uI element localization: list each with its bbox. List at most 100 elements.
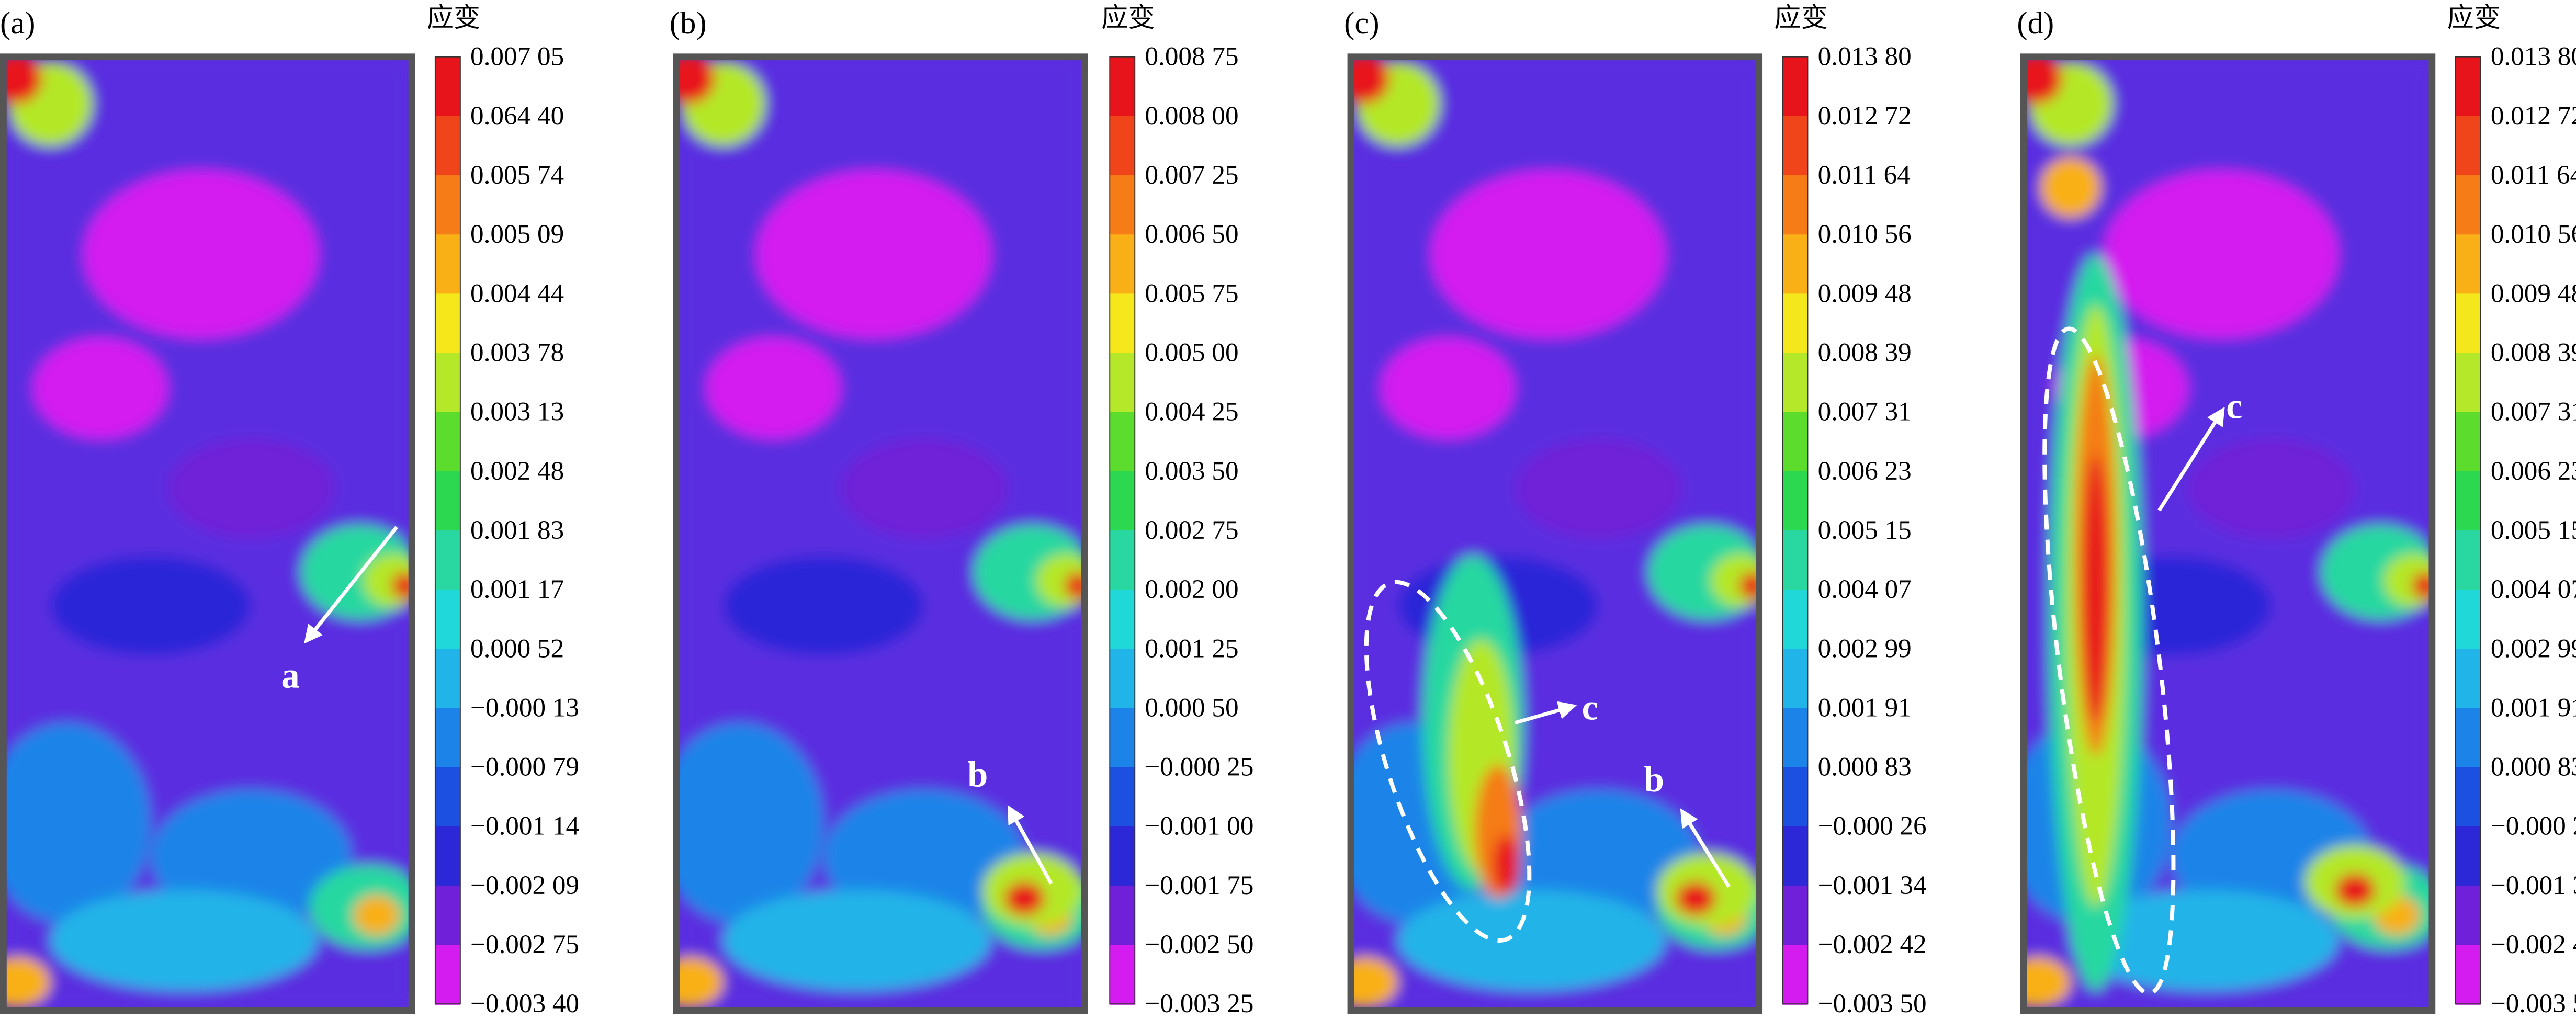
strain-region (840, 438, 1008, 539)
colorbar-tick-label: 0.009 48 (2491, 278, 2576, 308)
panel-label: (d) (2017, 6, 2054, 41)
colorbar-band (2455, 649, 2481, 709)
strain-region (6, 60, 42, 104)
colorbar-tick-label: 0.009 48 (1818, 278, 1912, 308)
colorbar-band (2455, 116, 2481, 176)
colorbar-frame (434, 56, 461, 1005)
colorbar-band (2455, 56, 2481, 117)
strain-region (50, 555, 251, 656)
colorbar-title: 应变 (1774, 2, 1827, 33)
colorbar-tick-label: 0.005 00 (1145, 338, 1238, 368)
colorbar-tick-label: 0.011 64 (1818, 160, 1911, 190)
colorbar-tick-label: 0.005 74 (470, 160, 564, 190)
colorbar-band (1782, 708, 1808, 768)
strain-region (679, 957, 724, 1007)
colorbar-band (1110, 885, 1135, 946)
colorbar-tick-label: 0.008 39 (1818, 338, 1912, 368)
colorbar-band (1782, 590, 1808, 650)
colorbar: 应变 0.008 75 0.008 00 0.007 25 0.006 50 0.005 … (1101, 2, 1253, 1018)
colorbar-tick-label: 0.002 48 (470, 456, 564, 486)
strain-region (1354, 957, 1398, 1007)
strain-contours (6, 60, 409, 1007)
colorbar-band (1110, 708, 1135, 768)
colorbar-tick-label: 0.005 75 (1145, 278, 1238, 308)
colorbar-band (1110, 56, 1135, 117)
colorbar-tick-label: 0.001 91 (1818, 693, 1912, 722)
colorbar-band (435, 649, 460, 709)
colorbar-band (435, 293, 460, 354)
strain-region (2412, 572, 2429, 599)
strain-region (1397, 890, 1666, 991)
strain-region (679, 722, 824, 924)
colorbar-tick-label: 0.011 64 (2491, 160, 2576, 190)
colorbar-tick-label: 0.007 31 (1818, 397, 1912, 427)
strain-region (2335, 873, 2376, 907)
colorbar-tick-label: 0.003 78 (470, 338, 564, 368)
colorbar-tick-label: 0.004 25 (1145, 397, 1238, 427)
colorbar-tick-label: 0.003 50 (1145, 456, 1238, 486)
colorbar-tick-label: 0.001 83 (470, 515, 564, 545)
colorbar-band (435, 116, 460, 176)
colorbar-frame (1782, 56, 1809, 1005)
strain-region (2082, 455, 2109, 723)
colorbar-band (435, 885, 460, 946)
colorbar-tick-label: −0.001 00 (1145, 811, 1253, 841)
colorbar-band (1110, 945, 1135, 1005)
colorbar-tick-label: 0.000 83 (1818, 752, 1912, 782)
panel-c: (c) 应变 0.013 80 0.012 72 0.011 64 0.010 56 0.0… (1344, 2, 1927, 1018)
colorbar-title: 应变 (1101, 2, 1155, 33)
annotation-label: c (1582, 687, 1598, 728)
colorbar-tick-label: 0.004 07 (1818, 574, 1912, 604)
colorbar-tick-label: 0.010 56 (1818, 219, 1912, 249)
colorbar: 应变 0.013 80 0.012 72 0.011 64 0.010 56 0.009 … (2447, 2, 2576, 1018)
strain-region (1515, 438, 1682, 539)
arrow-icon (1007, 805, 1053, 885)
colorbar-band (435, 234, 460, 295)
colorbar-tick-label: 0.001 91 (2491, 693, 2576, 722)
strain-region (6, 722, 151, 924)
annotation-label: b (1644, 759, 1664, 800)
colorbar-band (1110, 471, 1135, 531)
colorbar-tick-label: 0.001 17 (470, 574, 564, 604)
colorbar-title: 应变 (427, 2, 480, 33)
colorbar-band (1782, 56, 1808, 117)
strain-region (1381, 338, 1515, 439)
colorbar-tick-label: −0.002 09 (470, 870, 579, 900)
panel-label: (a) (0, 6, 35, 41)
arrow-icon (304, 526, 399, 644)
colorbar-band (1782, 116, 1808, 176)
colorbar-tick-label: 0.006 23 (2491, 456, 2576, 486)
colorbar-tick-label: 0.002 00 (1145, 574, 1238, 604)
colorbar-band (1110, 293, 1135, 354)
colorbar-band (1782, 353, 1808, 413)
colorbar-tick-label: 0.007 31 (2491, 397, 2576, 427)
colorbar-tick-label: 0.008 39 (2491, 338, 2576, 368)
colorbar-band (1110, 175, 1135, 235)
strain-contours-blurred (1354, 60, 1756, 1007)
colorbar-tick-label: 0.002 99 (1818, 633, 1912, 663)
colorbar-band (435, 826, 460, 887)
panel-a: (a) 应变 0.007 05 0.064 40 0.005 74 0.005 09 0.0… (0, 2, 579, 1018)
strain-region (2187, 438, 2355, 539)
colorbar-tick-label: 0.064 40 (470, 101, 564, 131)
colorbar-tick-label: 0.013 80 (2491, 42, 2576, 72)
colorbar-band (2455, 293, 2481, 354)
strain-region (167, 438, 335, 539)
strain-region (83, 171, 318, 338)
strain-contours (1354, 60, 1756, 1007)
strain-region (1064, 572, 1081, 599)
colorbar-band (1782, 234, 1808, 295)
colorbar-tick-label: −0.002 42 (1818, 930, 1927, 959)
strain-contours (679, 60, 1081, 1007)
strain-region (33, 338, 167, 439)
colorbar-tick-label: 0.012 72 (1818, 101, 1912, 131)
strain-region (353, 895, 400, 936)
arrow-icon (2157, 406, 2225, 512)
colorbar-band (435, 471, 460, 531)
colorbar-tick-label: 0.013 80 (1818, 42, 1912, 72)
colorbar-band (1782, 826, 1808, 887)
colorbar-tick-label: −0.000 79 (470, 752, 579, 782)
strain-region (1493, 835, 1520, 896)
colorbar-band (2455, 708, 2481, 768)
colorbar-band (435, 175, 460, 235)
